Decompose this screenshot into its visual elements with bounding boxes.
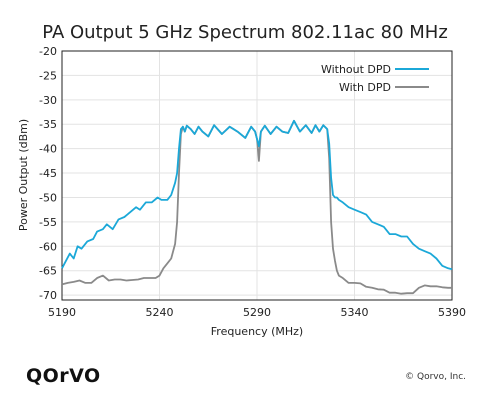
y-tick-label: -40 [39, 143, 57, 156]
y-tick-label: -50 [39, 191, 57, 204]
x-tick-label: 5240 [146, 306, 174, 319]
series-line-without-dpd [61, 119, 453, 271]
y-axis-label: Power Output (dBm) [17, 119, 30, 231]
qorvo-logo: QOrVO [26, 365, 101, 387]
y-tick-label: -65 [39, 265, 57, 278]
copyright-text: © Qorvo, Inc. [405, 372, 466, 382]
y-tick-label: -25 [39, 69, 57, 82]
x-tick-label: 5390 [438, 306, 466, 319]
y-tick-label: -20 [39, 45, 57, 58]
y-tick-label: -55 [39, 216, 57, 229]
legend-label-with-dpd: With DPD [339, 81, 391, 94]
series-line-with-dpd [61, 119, 452, 295]
grid [61, 50, 453, 300]
y-tick-label: -45 [39, 167, 57, 180]
y-tick-label: -30 [39, 94, 57, 107]
x-axis-label: Frequency (MHz) [211, 325, 303, 338]
y-tick-label: -60 [39, 240, 57, 253]
y-tick-label: -70 [39, 289, 57, 302]
plot-frame [61, 50, 453, 301]
chart-title: PA Output 5 GHz Spectrum 802.11ac 80 MHz [42, 22, 448, 43]
legend: Without DPD With DPD [321, 63, 429, 94]
x-tick-label: 5190 [48, 306, 76, 319]
x-tick-label: 5340 [341, 306, 369, 319]
series-layer [61, 119, 453, 295]
tick-labels: -20 -25 -30 -35 -40 -45 -50 -55 -60 -65 -70 5190 524… [39, 45, 466, 319]
y-tick-label: -35 [39, 118, 57, 131]
legend-label-without-dpd: Without DPD [321, 63, 391, 76]
x-tick-label: 5290 [243, 306, 271, 319]
